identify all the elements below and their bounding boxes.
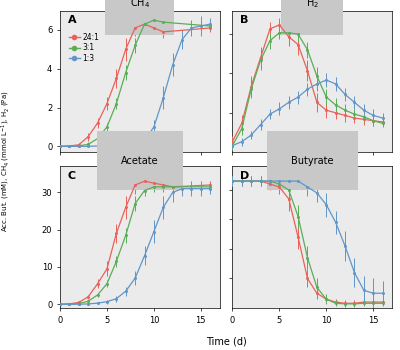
Text: Time (d): Time (d) (206, 336, 246, 346)
Text: Acc. But. (mM), CH$_4$ (mmol L$^{-1}$), H$_2$ (Pa): Acc. But. (mM), CH$_4$ (mmol L$^{-1}$), … (0, 90, 12, 232)
Text: D: D (240, 170, 250, 181)
Legend: 24:1, 3:1, 1:3: 24:1, 3:1, 1:3 (67, 31, 101, 64)
Title: CH$_4$: CH$_4$ (130, 0, 150, 10)
Title: Butyrate: Butyrate (291, 155, 334, 166)
Text: A: A (68, 15, 77, 25)
Text: B: B (240, 15, 249, 25)
Text: C: C (68, 170, 76, 181)
Title: H$_2$: H$_2$ (306, 0, 319, 10)
Title: Acetate: Acetate (121, 155, 159, 166)
